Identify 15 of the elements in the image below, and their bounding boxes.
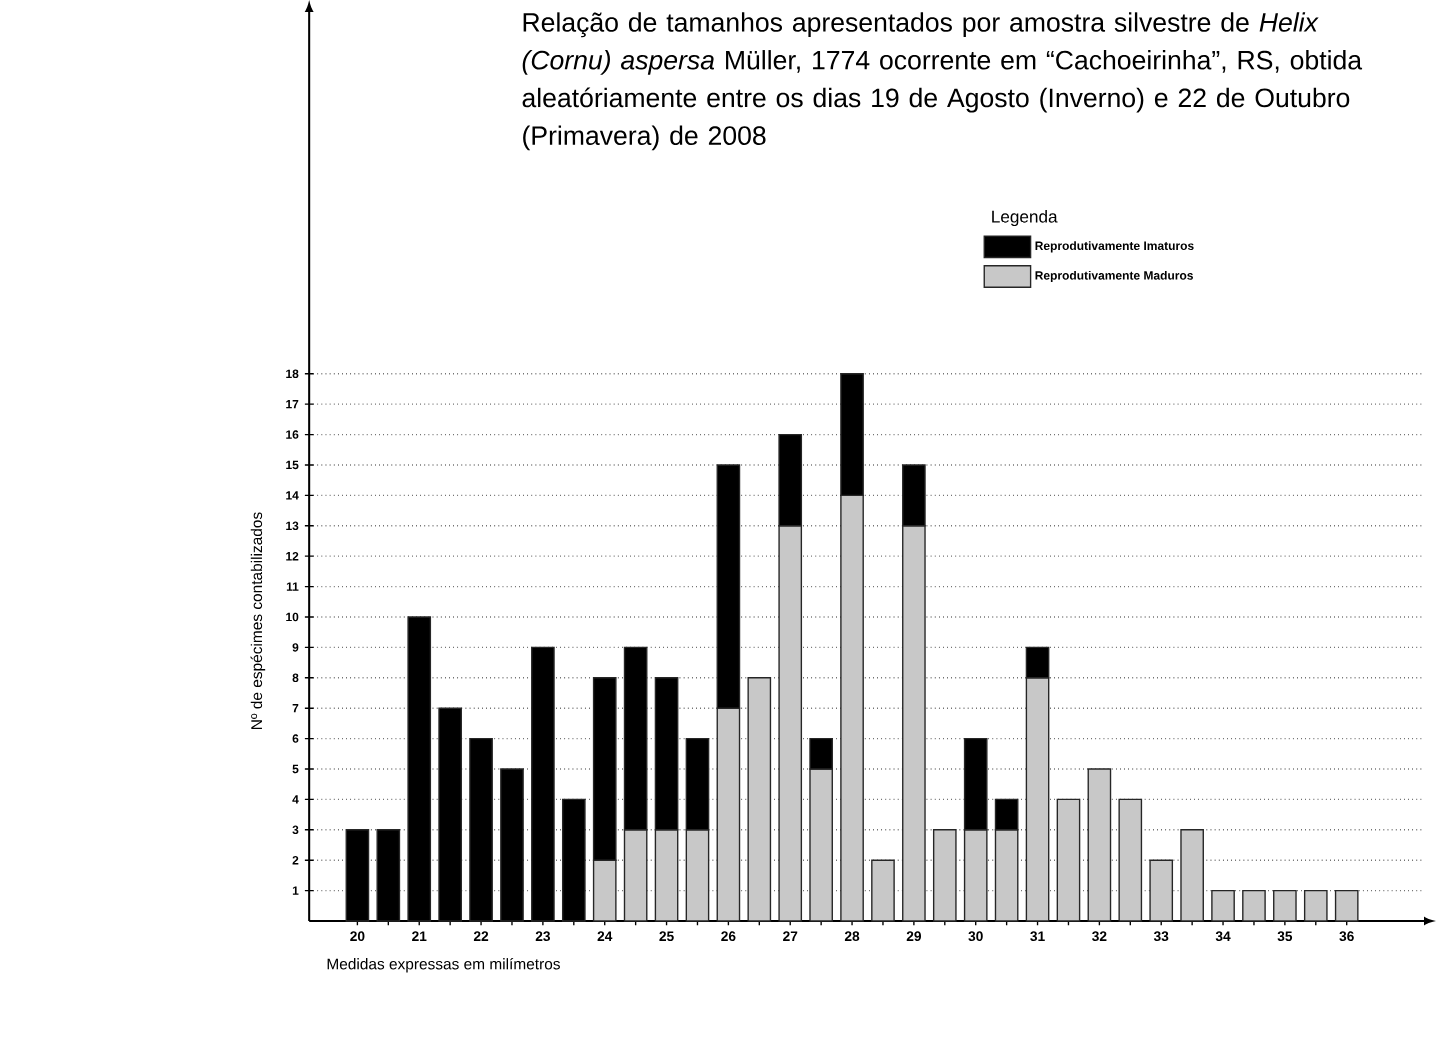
bar: [747, 677, 772, 922]
bar: [1180, 829, 1204, 922]
bar: [1211, 890, 1235, 922]
bar: [1118, 798, 1143, 922]
bar: [1149, 859, 1174, 922]
bar: [871, 859, 895, 922]
bar: [1087, 768, 1112, 922]
chart-title: Relação de tamanhos apresentados por amostra silvestre de Helix (Cornu) aspersa Müller, 1774 ocorrente em “Cachoeirinha”, RS, obtida aleatóriamente entre os dias 19 de Agosto (Inverno) e 22 de Outubro (Primavera) de 2008: [522, 12, 1363, 151]
bar: [932, 829, 957, 922]
bar: [1334, 890, 1359, 922]
legend-title: Legenda: [992, 210, 1058, 227]
bar: [1303, 890, 1328, 922]
bar: [1056, 798, 1081, 922]
bar: [1273, 890, 1297, 922]
bar: [1242, 890, 1266, 922]
